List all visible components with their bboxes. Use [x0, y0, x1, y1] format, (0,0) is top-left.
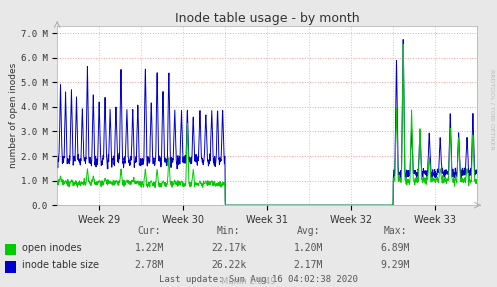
Text: 6.89M: 6.89M [380, 243, 410, 253]
Text: Min:: Min: [217, 226, 241, 236]
Title: Inode table usage - by month: Inode table usage - by month [175, 12, 359, 25]
Text: 22.17k: 22.17k [211, 243, 246, 253]
Text: 2.78M: 2.78M [134, 261, 164, 270]
Text: 1.22M: 1.22M [134, 243, 164, 253]
Text: Max:: Max: [383, 226, 407, 236]
Text: 26.22k: 26.22k [211, 261, 246, 270]
Text: RRDTOOL / TOBI OETIKER: RRDTOOL / TOBI OETIKER [490, 69, 495, 150]
Text: Munin 2.0.49: Munin 2.0.49 [221, 278, 276, 286]
Text: Cur:: Cur: [137, 226, 161, 236]
Text: inode table size: inode table size [22, 261, 99, 270]
Text: open inodes: open inodes [22, 243, 82, 253]
Y-axis label: number of open inodes: number of open inodes [9, 63, 18, 168]
Text: Last update: Sun Aug 16 04:02:38 2020: Last update: Sun Aug 16 04:02:38 2020 [159, 275, 358, 284]
Text: 2.17M: 2.17M [293, 261, 323, 270]
Text: 9.29M: 9.29M [380, 261, 410, 270]
Text: 1.20M: 1.20M [293, 243, 323, 253]
Text: Avg:: Avg: [296, 226, 320, 236]
